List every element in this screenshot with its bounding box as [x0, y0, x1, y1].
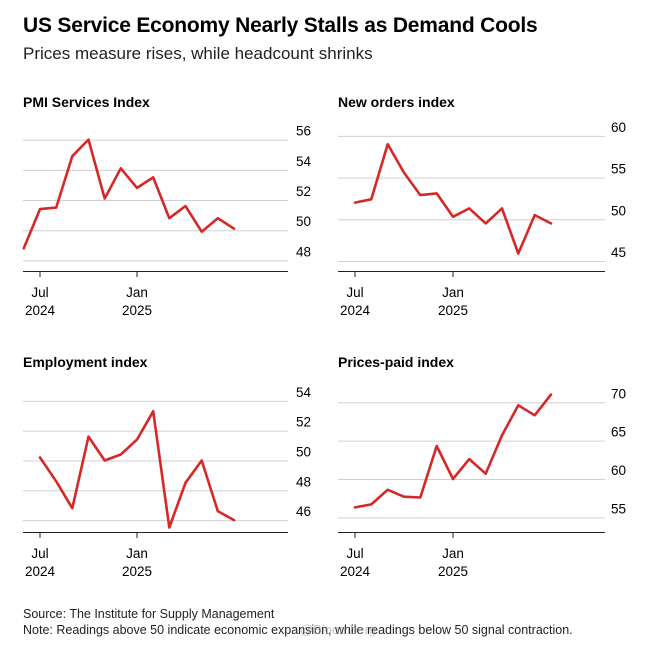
y-tick-label: 54: [296, 385, 312, 400]
y-tick-label: 50: [296, 214, 311, 229]
y-tick-label: 70: [611, 386, 626, 401]
footnote: Note: Readings above 50 indicate economi…: [23, 623, 573, 637]
panel-title: Prices-paid index: [338, 354, 454, 370]
x-tick-label-year: 2024: [340, 303, 371, 318]
page-subtitle: Prices measure rises, while headcount sh…: [23, 44, 373, 63]
y-tick-label: 54: [296, 154, 312, 169]
watermark: @Bloomberg: [300, 622, 377, 637]
y-tick-label: 55: [611, 162, 626, 177]
y-tick-label: 46: [296, 504, 311, 519]
x-tick-label-month: Jul: [31, 285, 48, 300]
x-tick-label-month: Jan: [442, 546, 464, 561]
x-tick-label-month: Jan: [126, 546, 148, 561]
y-tick-label: 56: [296, 124, 311, 139]
source-note: Source: The Institute for Supply Managem…: [23, 607, 275, 621]
series-line: [38, 409, 236, 529]
y-tick-label: 60: [611, 120, 626, 135]
y-tick-label: 52: [296, 184, 311, 199]
y-tick-label: 48: [296, 244, 311, 259]
series-line: [22, 138, 236, 250]
x-tick-label-year: 2024: [340, 564, 371, 579]
x-tick-label-year: 2025: [438, 564, 468, 579]
x-tick-label-month: Jul: [346, 285, 363, 300]
panel-title: Employment index: [23, 354, 148, 370]
y-tick-label: 52: [296, 415, 311, 430]
x-tick-label-year: 2025: [438, 303, 468, 318]
y-tick-label: 50: [611, 203, 626, 218]
panel-title: PMI Services Index: [23, 94, 150, 110]
x-tick-label-year: 2024: [25, 564, 56, 579]
y-tick-label: 45: [611, 245, 626, 260]
x-tick-label-year: 2025: [122, 564, 152, 579]
page-title: US Service Economy Nearly Stalls as Dema…: [23, 14, 538, 37]
x-tick-label-month: Jul: [346, 546, 363, 561]
series-line: [353, 142, 553, 255]
x-tick-label-month: Jan: [442, 285, 464, 300]
x-tick-label-year: 2025: [122, 303, 152, 318]
panel-title: New orders index: [338, 94, 455, 110]
y-tick-label: 60: [611, 463, 626, 478]
series-line: [353, 393, 553, 509]
y-tick-label: 65: [611, 425, 626, 440]
y-tick-label: 55: [611, 501, 626, 516]
x-tick-label-month: Jul: [31, 546, 48, 561]
y-tick-label: 50: [296, 444, 311, 459]
x-tick-label-month: Jan: [126, 285, 148, 300]
x-tick-label-year: 2024: [25, 303, 56, 318]
y-tick-label: 48: [296, 474, 311, 489]
